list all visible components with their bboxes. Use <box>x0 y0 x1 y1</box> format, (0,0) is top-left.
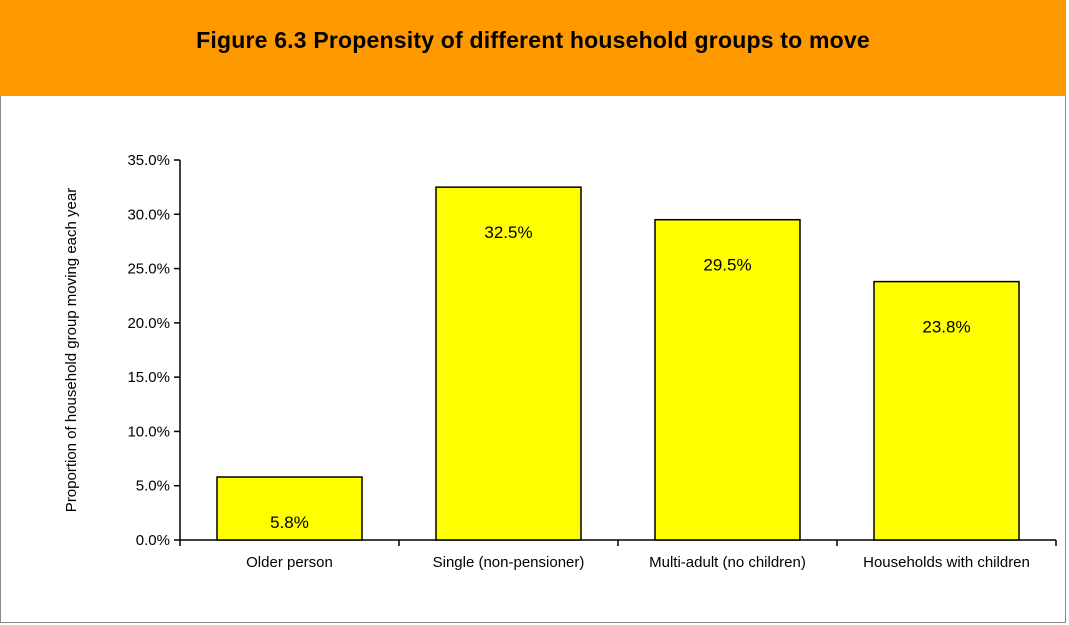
y-tick-label: 35.0% <box>127 152 170 169</box>
y-axis-ticks: 0.0% 5.0% 10.0% 15.0% 20.0% 25.0% 30.0% 35.0% <box>127 152 180 549</box>
bar <box>216 476 363 541</box>
bar <box>873 280 1020 541</box>
y-axis-label: Proportion of household group moving eac… <box>63 188 80 512</box>
bar-data-label: 23.8% <box>922 318 970 337</box>
x-category-label: Single (non-pensioner) <box>433 554 585 571</box>
y-tick-label: 20.0% <box>127 315 170 332</box>
x-axis-ticks: Older person Single (non-pensioner) Multi-… <box>179 540 1057 571</box>
y-tick-label: 25.0% <box>127 261 170 278</box>
x-category-label: Households with children <box>863 554 1030 571</box>
figure-title: Figure 6.3 Propensity of different house… <box>196 26 870 53</box>
y-tick-label: 15.0% <box>127 369 170 386</box>
bar <box>654 218 801 541</box>
bar-data-label: 29.5% <box>703 256 751 275</box>
y-tick-label: 5.0% <box>136 478 170 495</box>
x-category-label: Older person <box>246 554 333 571</box>
bar-data-label: 5.8% <box>270 513 309 532</box>
y-tick-label: 30.0% <box>127 206 170 223</box>
y-tick-label: 10.0% <box>127 423 170 440</box>
figure-header: Figure 6.3 Propensity of different house… <box>0 0 1066 96</box>
x-category-label: Multi-adult (no children) <box>649 554 806 571</box>
bar-series: 5.8% 32.5% 29.5% 23.8% <box>216 186 1020 541</box>
bar-data-label: 32.5% <box>484 223 532 242</box>
y-tick-label: 0.0% <box>136 532 170 549</box>
bar <box>435 186 582 541</box>
